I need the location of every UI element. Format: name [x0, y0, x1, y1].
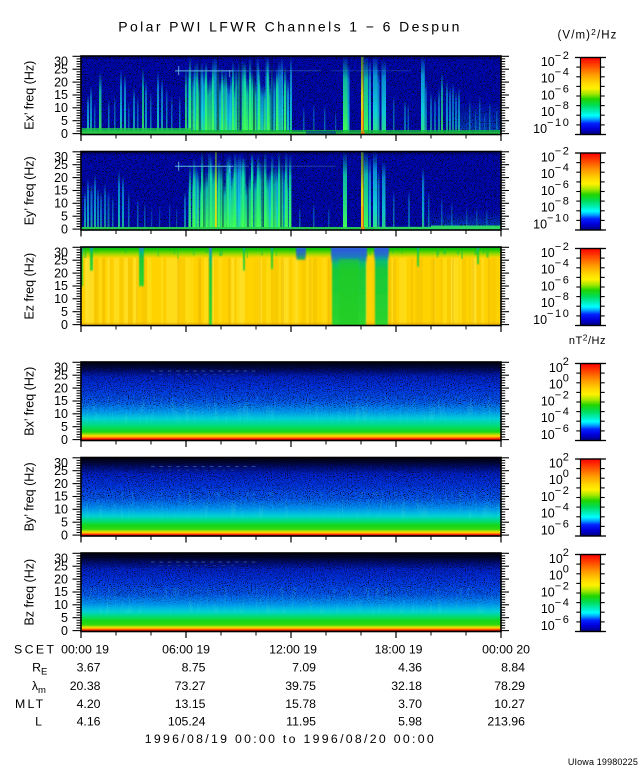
svg-text:0: 0 [61, 528, 68, 542]
svg-text:06:00 19: 06:00 19 [162, 643, 210, 657]
svg-text:30: 30 [54, 360, 68, 374]
svg-text:E: E [41, 667, 47, 678]
svg-text:MLT: MLT [15, 697, 45, 711]
svg-text:15: 15 [54, 88, 68, 102]
svg-text:5: 5 [61, 114, 68, 128]
svg-text:5: 5 [61, 611, 68, 625]
svg-text:nT2/Hz: nT2/Hz [569, 333, 606, 348]
svg-text:3.67: 3.67 [77, 661, 101, 675]
svg-text:213.96: 213.96 [487, 715, 525, 729]
svg-text:15: 15 [54, 184, 68, 198]
svg-text:15: 15 [54, 279, 68, 293]
svg-text:12:00 19: 12:00 19 [269, 643, 317, 657]
svg-text:4.20: 4.20 [77, 697, 101, 711]
svg-text:25: 25 [54, 158, 68, 172]
svg-text:18:00 19: 18:00 19 [375, 643, 423, 657]
svg-text:3.70: 3.70 [398, 697, 422, 711]
svg-text:4.16: 4.16 [77, 715, 101, 729]
svg-text:15.78: 15.78 [285, 697, 316, 711]
svg-text:1996/08/19 00:00 to 1996/08/20: 1996/08/19 00:00 to 1996/08/20 00:00 [145, 732, 436, 746]
svg-text:20: 20 [54, 75, 68, 89]
svg-text:0: 0 [61, 624, 68, 638]
svg-text:20.38: 20.38 [70, 679, 101, 693]
svg-text:Bx’ freq (Hz): Bx’ freq (Hz) [23, 367, 37, 436]
svg-text:20: 20 [54, 171, 68, 185]
svg-text:30: 30 [54, 150, 68, 164]
svg-text:15: 15 [54, 585, 68, 599]
svg-text:8.84: 8.84 [501, 661, 525, 675]
svg-text:30: 30 [54, 456, 68, 470]
svg-text:0: 0 [61, 127, 68, 141]
svg-text:L: L [35, 715, 42, 729]
svg-text:10.27: 10.27 [494, 697, 525, 711]
svg-text:10: 10 [54, 503, 68, 517]
svg-text:(V/m)2/Hz: (V/m)2/Hz [558, 27, 618, 42]
svg-text:5.98: 5.98 [398, 715, 422, 729]
svg-text:10: 10 [54, 407, 68, 421]
svg-text:SCET: SCET [14, 643, 56, 657]
svg-text:30: 30 [54, 551, 68, 565]
svg-text:15: 15 [54, 490, 68, 504]
svg-text:R: R [32, 661, 41, 675]
svg-text:105.24: 105.24 [168, 715, 206, 729]
svg-text:10: 10 [54, 101, 68, 115]
svg-text:5: 5 [61, 209, 68, 223]
svg-text:30: 30 [54, 245, 68, 259]
svg-text:8.75: 8.75 [182, 661, 206, 675]
svg-text:25: 25 [54, 368, 68, 382]
svg-text:7.09: 7.09 [292, 661, 316, 675]
svg-text:10: 10 [54, 197, 68, 211]
svg-text:Bz freq (Hz): Bz freq (Hz) [23, 559, 37, 626]
svg-text:λ: λ [32, 679, 39, 693]
svg-text:Ex’ freq (Hz): Ex’ freq (Hz) [23, 61, 37, 130]
svg-text:0: 0 [61, 318, 68, 332]
svg-text:By’ freq (Hz): By’ freq (Hz) [23, 462, 37, 531]
svg-text:20: 20 [54, 477, 68, 491]
svg-text:13.15: 13.15 [175, 697, 206, 711]
svg-text:25: 25 [54, 253, 68, 267]
svg-text:25: 25 [54, 62, 68, 76]
svg-text:73.27: 73.27 [175, 679, 206, 693]
svg-text:m: m [38, 685, 46, 696]
svg-text:5: 5 [61, 305, 68, 319]
svg-text:Ez freq (Hz): Ez freq (Hz) [23, 253, 37, 320]
svg-text:00:00 20: 00:00 20 [482, 643, 530, 657]
svg-text:32.18: 32.18 [391, 679, 422, 693]
svg-text:15: 15 [54, 394, 68, 408]
svg-text:78.29: 78.29 [494, 679, 525, 693]
svg-text:11.95: 11.95 [286, 715, 316, 729]
svg-text:0: 0 [61, 222, 68, 236]
svg-text:4.36: 4.36 [398, 661, 422, 675]
svg-text:Ey’ freq (Hz): Ey’ freq (Hz) [23, 156, 37, 225]
svg-text:25: 25 [54, 559, 68, 573]
svg-text:0: 0 [61, 433, 68, 447]
svg-text:10: 10 [54, 292, 68, 306]
svg-text:10: 10 [54, 598, 68, 612]
svg-text:25: 25 [54, 464, 68, 478]
svg-text:39.75: 39.75 [285, 679, 316, 693]
svg-text:20: 20 [54, 266, 68, 280]
svg-text:00:00 19: 00:00 19 [61, 643, 109, 657]
svg-text:UIowa 19980225: UIowa 19980225 [568, 757, 638, 767]
svg-text:30: 30 [54, 54, 68, 68]
svg-text:20: 20 [54, 381, 68, 395]
svg-text:5: 5 [61, 515, 68, 529]
svg-text:5: 5 [61, 420, 68, 434]
svg-text:Polar PWI LFWR Channels 1 − 6: Polar PWI LFWR Channels 1 − 6 Despun [118, 19, 462, 35]
svg-text:20: 20 [54, 572, 68, 586]
